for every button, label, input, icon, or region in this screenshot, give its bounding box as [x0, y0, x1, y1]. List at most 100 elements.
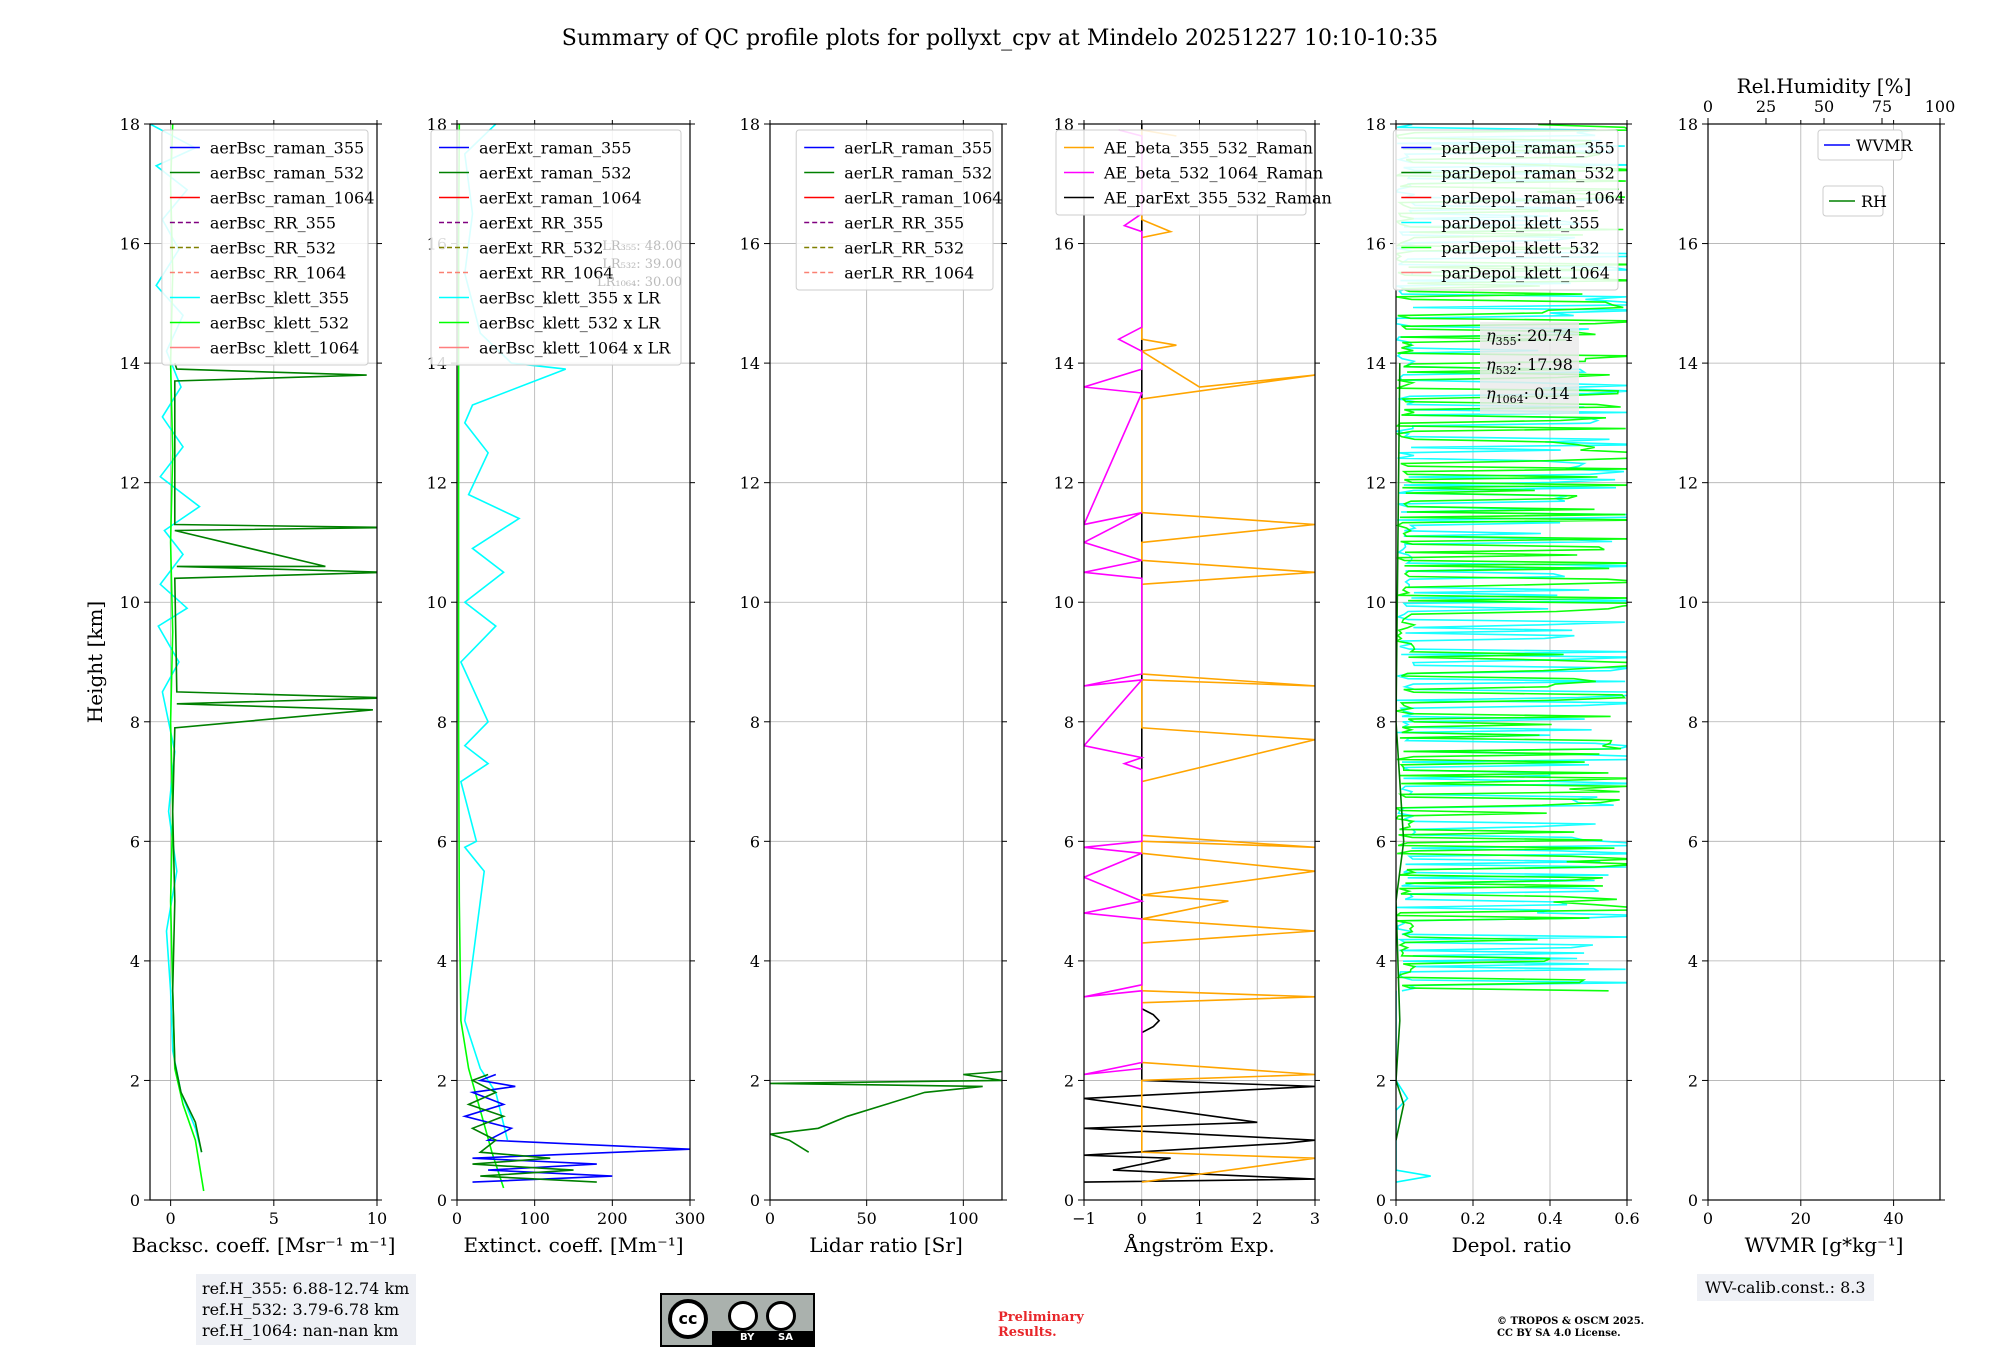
y-tick-label: 6 [750, 832, 760, 851]
x-tick-label: 0.0 [1383, 1209, 1408, 1228]
legend-label: aerBsc_RR_1064 [210, 264, 346, 283]
x-axis-label: Backsc. coeff. [Msr⁻¹ m⁻¹] [132, 1233, 396, 1257]
y-tick-label: 8 [1376, 713, 1386, 732]
legend-label: parDepol_klett_1064 [1441, 264, 1610, 283]
cc-icon: cc [668, 1299, 708, 1339]
y-tick-label: 12 [740, 474, 760, 493]
y-tick-label: 14 [1678, 354, 1698, 373]
legend-label: aerExt_raman_532 [479, 164, 632, 183]
y-tick-label: 4 [130, 952, 140, 971]
y-tick-label: 16 [120, 235, 140, 254]
x-axis-label: Lidar ratio [Sr] [809, 1233, 963, 1257]
y-tick-label: 2 [130, 1071, 140, 1090]
x-tick-label: 5 [269, 1209, 279, 1228]
y-tick-label: 16 [1366, 235, 1386, 254]
figure-title: Summary of QC profile plots for pollyxt_… [562, 26, 1438, 51]
x-tick-label: 50 [856, 1209, 876, 1228]
y-tick-label: 6 [1688, 832, 1698, 851]
y-tick-label: 0 [130, 1191, 140, 1210]
y-tick-label: 12 [427, 474, 447, 493]
y-tick-label: 6 [437, 832, 447, 851]
y-tick-label: 16 [1678, 235, 1698, 254]
y-tick-label: 12 [1678, 474, 1698, 493]
copyright-note: © TROPOS & OSCM 2025. CC BY SA 4.0 Licen… [1497, 1316, 1645, 1339]
legend-label: parDepol_klett_532 [1441, 239, 1599, 258]
legend-label: aerLR_RR_1064 [844, 264, 974, 283]
y-axis-label: Height [km] [83, 601, 107, 723]
legend-label: aerBsc_klett_1064 x LR [479, 339, 671, 358]
share-alike-icon [766, 1301, 796, 1331]
attribution-icon [728, 1301, 758, 1331]
plot-frame [149, 123, 378, 1201]
y-tick-label: 0 [1064, 1191, 1074, 1210]
x-tick-label: 0 [452, 1209, 462, 1228]
y-tick-label: 2 [1688, 1071, 1698, 1090]
legend-label: aerBsc_RR_355 [210, 214, 336, 233]
legend-label: aerLR_raman_532 [844, 164, 992, 183]
legend-label: AE_parExt_355_532_Raman [1103, 189, 1332, 208]
y-tick-label: 0 [750, 1191, 760, 1210]
series-parDepol_klett_355 [1396, 990, 1431, 1183]
y-tick-label: 8 [437, 713, 447, 732]
top-x-tick-label: 0 [1703, 97, 1713, 116]
x-tick-label: 3 [1310, 1209, 1320, 1228]
x-tick-label: 1 [1194, 1209, 1204, 1228]
y-tick-label: 18 [1366, 115, 1386, 134]
legend: AE_beta_355_532_Raman AE_beta_532_1064_Ra… [1055, 129, 1332, 216]
series-parDepol_raman_532 [1396, 363, 1405, 1141]
x-tick-label: 0.4 [1537, 1209, 1562, 1228]
x-tick-label: 2 [1252, 1209, 1262, 1228]
legend-box [1392, 129, 1619, 291]
chart-depol: 0.0 0.2 0.4 0.6 0 2 4 6 8 10 12 14 16 18 Depol. ratio p… [1366, 115, 1640, 1257]
x-tick-label: 100 [519, 1209, 550, 1228]
y-tick-label: 10 [427, 593, 447, 612]
x-tick-label: 0 [1703, 1209, 1713, 1228]
legend: parDepol_raman_355 parDepol_raman_532 parD… [1392, 129, 1625, 291]
plot-frame [456, 123, 691, 1201]
y-tick-label: 6 [1376, 832, 1386, 851]
cc-strip: BY SA [712, 1331, 813, 1345]
plot-frame [1395, 123, 1628, 1201]
legend-label: aerBsc_raman_355 [210, 139, 364, 158]
legend-label: parDepol_klett_355 [1441, 214, 1599, 233]
y-tick-label: 6 [130, 832, 140, 851]
legend-label: aerBsc_klett_1064 [210, 339, 359, 358]
chart-backscatter: 0 5 10 0 2 4 6 8 10 12 14 16 18 Backsc. coeff. [Msr⁻¹… [83, 115, 395, 1257]
ref-height-355: ref.H_355: 6.88-12.74 km [202, 1279, 410, 1298]
legend-label: aerBsc_klett_532 x LR [479, 314, 661, 333]
legend-label: aerExt_RR_1064 [479, 264, 614, 283]
plot-frame [769, 123, 1003, 1201]
legend: aerLR_raman_355 aerLR_raman_532 aerLR_rama… [795, 129, 1002, 291]
eta-355: η355: 20.74 [1486, 326, 1573, 349]
legend-label: aerLR_RR_355 [844, 214, 964, 233]
legend-label: aerBsc_klett_355 x LR [479, 289, 661, 308]
y-tick-label: 14 [1054, 354, 1074, 373]
series-aerLR_raman_532 [770, 1070, 1002, 1153]
cc-license-badge: cc BY SA [660, 1293, 815, 1347]
chart-extinction: 0100200300024681012141618Extinct. coeff.… [427, 115, 706, 1257]
legend-label: aerLR_RR_532 [844, 239, 964, 258]
ref-height-532: ref.H_532: 3.79-6.78 km [202, 1300, 400, 1319]
y-tick-label: 18 [1054, 115, 1074, 134]
ref-height-1064: ref.H_1064: nan-nan km [202, 1321, 399, 1340]
legend-label: aerBsc_RR_532 [210, 239, 336, 258]
y-tick-label: 18 [1678, 115, 1698, 134]
legend-label: RH [1861, 192, 1887, 211]
eta-1064: η1064: 0.14 [1486, 384, 1570, 407]
top-x-tick-label: 25 [1756, 97, 1776, 116]
top-x-tick-label: 100 [1925, 97, 1956, 116]
legend-box [1817, 129, 1903, 161]
lidar-ratio-note: LR₅₃₂: 39.00 [602, 257, 682, 272]
y-tick-label: 4 [1688, 952, 1698, 971]
x-tick-label: 0 [1137, 1209, 1147, 1228]
legend-label: WVMR [1856, 136, 1913, 155]
y-tick-label: 16 [740, 235, 760, 254]
x-axis-label: Ångström Exp. [1123, 1232, 1274, 1257]
y-tick-label: 12 [1054, 474, 1074, 493]
y-tick-label: 10 [1678, 593, 1698, 612]
y-tick-label: 18 [120, 115, 140, 134]
y-tick-label: 14 [740, 354, 760, 373]
eta-532: η532: 17.98 [1486, 355, 1573, 378]
legend: aerBsc_raman_355 aerBsc_raman_532 aerBsc_r… [161, 129, 374, 366]
